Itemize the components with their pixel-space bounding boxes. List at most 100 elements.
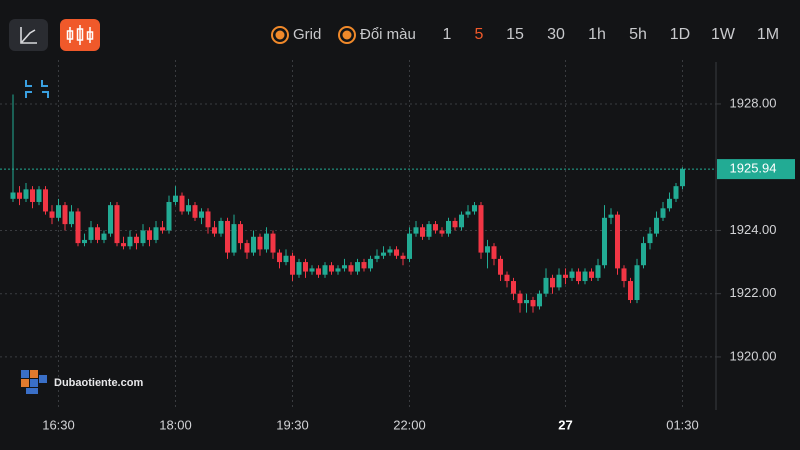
- candle-body: [316, 268, 321, 275]
- fullscreen-button[interactable]: [25, 80, 49, 98]
- candle-body: [264, 233, 269, 250]
- candle-body: [628, 281, 633, 301]
- x-tick-label: 18:00: [159, 417, 192, 432]
- candle-body: [407, 233, 412, 259]
- candle-body: [290, 255, 295, 275]
- candle-body: [329, 265, 334, 272]
- candle-body: [134, 236, 139, 244]
- candle-body: [673, 186, 679, 199]
- last-price-badge: [717, 159, 795, 180]
- candle-body: [205, 211, 211, 228]
- candle-body: [238, 224, 243, 244]
- candle-body: [550, 277, 555, 288]
- candle-body: [322, 265, 328, 275]
- candle-body: [82, 239, 87, 244]
- candle-body: [270, 233, 276, 253]
- candle-body: [420, 227, 425, 237]
- candle-body: [478, 205, 484, 253]
- timeframe-button[interactable]: 1M: [757, 26, 779, 43]
- candle-body: [309, 268, 315, 272]
- candle-body: [680, 169, 685, 187]
- toggle-radio[interactable]: [338, 26, 356, 44]
- candle-body: [114, 205, 120, 244]
- candle-body: [30, 189, 35, 202]
- candle-body: [257, 236, 263, 250]
- candle-body: [199, 211, 204, 218]
- chart-type-candle-button[interactable]: [60, 19, 100, 51]
- candle-body: [667, 198, 672, 209]
- timeframe-button[interactable]: 30: [547, 26, 565, 43]
- candle-body: [17, 192, 22, 199]
- y-tick-label: 1928.00: [730, 95, 777, 110]
- timeframe-button[interactable]: 1: [443, 26, 452, 43]
- candle-body: [660, 208, 666, 218]
- candle-body: [589, 271, 594, 278]
- candle-body: [296, 262, 302, 275]
- candle-body: [361, 262, 367, 269]
- candle-body: [127, 236, 133, 247]
- timeframe-button[interactable]: 1W: [711, 26, 736, 43]
- candle-body: [303, 262, 308, 272]
- candle-body: [179, 195, 185, 212]
- candle-body: [608, 214, 614, 218]
- candle-body: [231, 224, 237, 253]
- toggle-radio-dot[interactable]: [342, 30, 352, 40]
- candle-body: [641, 243, 646, 266]
- x-tick-label: 01:30: [666, 417, 699, 432]
- candle-body: [413, 227, 419, 234]
- x-tick-label: 27: [558, 417, 572, 432]
- watermark: Dubaotiente.com: [21, 370, 143, 394]
- candle-body: [576, 271, 581, 282]
- candle-body: [387, 249, 393, 253]
- candle-body: [439, 230, 445, 234]
- candle-body: [530, 300, 536, 307]
- candle-body: [140, 230, 146, 244]
- candle-body: [504, 274, 510, 282]
- toggle-radio[interactable]: [271, 26, 289, 44]
- toggle-radio-dot[interactable]: [275, 30, 285, 40]
- timeframe-button[interactable]: 5h: [629, 26, 647, 43]
- candle-body: [569, 271, 575, 278]
- candle-body: [400, 255, 406, 259]
- candle-body: [543, 277, 549, 294]
- candle-body: [621, 268, 627, 282]
- candle-body: [342, 265, 347, 269]
- candle-body: [452, 220, 458, 228]
- watermark-text: Dubaotiente.com: [54, 377, 143, 389]
- candle-body: [49, 211, 55, 218]
- candle-body: [277, 252, 282, 263]
- candle-body: [381, 252, 386, 256]
- candle-body: [426, 224, 432, 237]
- candle-body: [446, 220, 451, 234]
- timeframe-button[interactable]: 1D: [670, 26, 690, 43]
- x-tick-label: 16:30: [42, 417, 75, 432]
- candle-body: [355, 262, 360, 272]
- candle-body: [212, 227, 217, 234]
- timeframe-button[interactable]: 15: [506, 26, 524, 43]
- candle-body: [186, 205, 191, 212]
- candle-body: [368, 258, 373, 269]
- candle-body: [69, 211, 74, 225]
- candle-body: [335, 268, 341, 272]
- toggle-label[interactable]: Grid: [293, 26, 321, 43]
- candle-body: [10, 192, 16, 199]
- candle-body: [88, 227, 94, 240]
- candle-body: [43, 189, 48, 212]
- toolbar: Grid Đổi màu 1 5 15 30 1h 5h 1D 1W 1M: [271, 26, 779, 44]
- timeframe-button[interactable]: 1h: [588, 26, 606, 43]
- candle-body: [121, 243, 126, 247]
- candle-body: [654, 217, 659, 234]
- chart-type-line-button[interactable]: [9, 19, 48, 51]
- axes: 1920.00 1922.00 1924.00 1928.00 16:30 18:00 19…: [42, 95, 795, 432]
- toggle-label[interactable]: Đổi màu: [360, 26, 416, 43]
- y-tick-label: 1924.00: [730, 222, 777, 237]
- candle-body: [511, 281, 516, 294]
- last-price-label: 1925.94: [730, 161, 777, 176]
- y-tick-label: 1920.00: [730, 348, 777, 363]
- candle-body: [459, 214, 464, 228]
- candle-body: [563, 274, 568, 278]
- candle-body: [95, 227, 100, 240]
- candle-body: [147, 230, 152, 240]
- timeframe-button[interactable]: 5: [475, 26, 484, 43]
